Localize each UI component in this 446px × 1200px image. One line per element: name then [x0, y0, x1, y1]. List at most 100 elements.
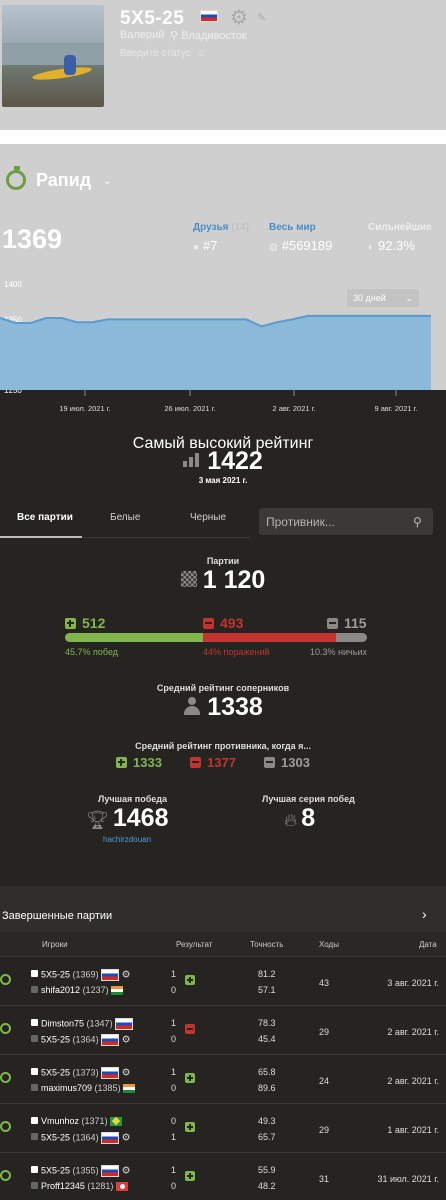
- games-label: Партии: [206, 556, 240, 566]
- stopwatch-icon: [0, 1170, 11, 1181]
- player-name[interactable]: 5X5-25: [41, 1165, 71, 1176]
- player-white[interactable]: 5X5-25 (1369) ⚙: [31, 969, 131, 981]
- highest-date: 3 мая 2021 г.: [198, 476, 248, 485]
- player-name[interactable]: maximus709: [41, 1083, 93, 1093]
- chevron-right-icon[interactable]: ›: [422, 906, 427, 922]
- score-white: 1: [171, 1067, 177, 1077]
- player-white[interactable]: Dimston75 (1347): [31, 1018, 134, 1030]
- black-piece-icon: [31, 1182, 38, 1189]
- stopwatch-icon: [6, 166, 26, 190]
- player-name[interactable]: 5X5-25: [41, 1067, 71, 1078]
- losses-count: 493: [203, 615, 243, 631]
- highest-label: Самый высокий рейтинг: [132, 435, 314, 452]
- person-icon: [183, 697, 201, 715]
- player-name[interactable]: 5X5-25: [41, 1132, 71, 1143]
- black-piece-icon: [31, 1133, 38, 1141]
- emoji-icon[interactable]: ☺: [196, 48, 207, 59]
- search-icon[interactable]: ⚲: [413, 515, 422, 529]
- black-piece-icon: [31, 1035, 38, 1043]
- friends-stat[interactable]: Друзья (14) ● #7: [193, 222, 250, 253]
- player-white[interactable]: 5X5-25 (1373) ⚙: [31, 1067, 131, 1079]
- accuracy-black: 57.1: [258, 985, 276, 995]
- world-stat[interactable]: Весь мир ◍ #569189: [269, 222, 333, 253]
- gear-icon: ⚙: [121, 969, 131, 981]
- moves-count: 43: [319, 978, 330, 988]
- player-name[interactable]: 5X5-25: [41, 969, 71, 980]
- location-pin-icon: ⚲: [170, 30, 182, 42]
- stopwatch-icon: [0, 1023, 11, 1034]
- tab-underline: [0, 536, 82, 538]
- loss-icon: [185, 1024, 195, 1034]
- mode-title[interactable]: Рапид: [36, 170, 92, 190]
- plus-icon: [116, 757, 127, 768]
- avg-opp-win: 1333: [116, 755, 162, 770]
- game-row[interactable]: Dimston75 (1347) 5X5-25 (1364) ⚙ 1 0 78.3 45…: [0, 1005, 446, 1053]
- score-black: 0: [171, 1083, 177, 1093]
- best-win-opponent[interactable]: hachirzdouan: [103, 835, 152, 844]
- y-tick-label: 1400: [4, 280, 22, 289]
- best-streak-label: Лучшая серия побед: [262, 794, 355, 804]
- player-name[interactable]: Dimston75: [41, 1018, 85, 1029]
- accuracy-white: 65.8: [258, 1067, 276, 1077]
- game-row[interactable]: 5X5-25 (1373) ⚙ maximus709 (1385) 1 0 65.8 8…: [0, 1054, 446, 1102]
- flag-icon: [101, 1132, 120, 1144]
- player-white[interactable]: 5X5-25 (1355) ⚙: [31, 1165, 131, 1177]
- range-select[interactable]: 30 дней ⌄: [347, 289, 419, 307]
- game-row[interactable]: Vmunhoz (1371) 5X5-25 (1364) ⚙ 0 1 49.3 65.7…: [0, 1103, 446, 1151]
- equals-icon: [327, 618, 338, 629]
- avatar[interactable]: [2, 5, 104, 107]
- player-name[interactable]: shifa2012: [41, 985, 81, 995]
- percentile-icon: ◐: [368, 242, 375, 253]
- player-black[interactable]: shifa2012 (1237): [31, 985, 124, 996]
- game-row[interactable]: 5X5-25 (1355) ⚙ Proff12345 (1281) 1 0 55.9 4…: [0, 1152, 446, 1200]
- chevron-down-icon[interactable]: ⌄: [103, 176, 112, 187]
- opponent-search-input[interactable]: [259, 508, 433, 535]
- win-icon: [185, 1122, 195, 1132]
- globe-icon: ◍: [269, 242, 278, 253]
- losses-percent: 44% поражений: [203, 647, 270, 657]
- plus-icon: [65, 618, 76, 629]
- col-result: Результат: [176, 940, 213, 949]
- flag-icon: [101, 1165, 120, 1177]
- player-black[interactable]: maximus709 (1385): [31, 1083, 136, 1094]
- col-accuracy: Точность: [250, 940, 284, 949]
- stopwatch-icon: [0, 1121, 11, 1132]
- gear-icon: ⚙: [121, 1132, 131, 1144]
- black-piece-icon: [31, 986, 38, 993]
- person-icon: ●: [193, 242, 200, 253]
- player-name[interactable]: Vmunhoz: [41, 1116, 80, 1126]
- tab-all-games[interactable]: Все партии: [17, 512, 73, 523]
- edit-icon[interactable]: ✎: [257, 12, 267, 24]
- finished-games-header[interactable]: [0, 886, 446, 932]
- game-date: 31 июл. 2021 г.: [377, 1174, 439, 1184]
- player-black[interactable]: Proff12345 (1281): [31, 1181, 128, 1192]
- moves-count: 24: [319, 1076, 330, 1086]
- flag-icon: [110, 1117, 123, 1127]
- player-name[interactable]: Proff12345: [41, 1181, 85, 1191]
- white-piece-icon: [31, 970, 38, 978]
- player-name[interactable]: 5X5-25: [41, 1034, 71, 1045]
- player-white[interactable]: Vmunhoz (1371): [31, 1116, 123, 1127]
- tab-white[interactable]: Белые: [110, 512, 141, 523]
- player-rating: (1385): [94, 1083, 121, 1093]
- player-rating: (1371): [81, 1116, 108, 1126]
- avg-opp-when-label: Средний рейтинг противника, когда я...: [135, 741, 311, 751]
- win-icon: [185, 1171, 195, 1181]
- score-black: 0: [171, 985, 177, 995]
- game-date: 3 авг. 2021 г.: [387, 978, 439, 988]
- chart-bars-icon: [183, 453, 201, 467]
- finished-games-title[interactable]: Завершенные партии: [2, 910, 113, 922]
- gear-icon[interactable]: ⚙: [230, 7, 248, 29]
- status-field[interactable]: Введите статус ☺: [120, 48, 207, 59]
- player-black[interactable]: 5X5-25 (1364) ⚙: [31, 1132, 131, 1144]
- player-rating: (1281): [87, 1181, 114, 1191]
- profile-header: 5X5-25 ⚙ ✎ Валерий ⚲ Владивосток Введите…: [0, 0, 446, 130]
- accuracy-white: 49.3: [258, 1116, 276, 1126]
- tab-black[interactable]: Черные: [190, 512, 227, 523]
- player-black[interactable]: 5X5-25 (1364) ⚙: [31, 1034, 131, 1046]
- draws-bar: [335, 633, 367, 642]
- score-white: 1: [171, 1018, 177, 1028]
- flag-icon: [111, 986, 124, 996]
- game-row[interactable]: 5X5-25 (1369) ⚙ shifa2012 (1237) 1 0 81.2 57…: [0, 956, 446, 1004]
- white-piece-icon: [31, 1019, 38, 1027]
